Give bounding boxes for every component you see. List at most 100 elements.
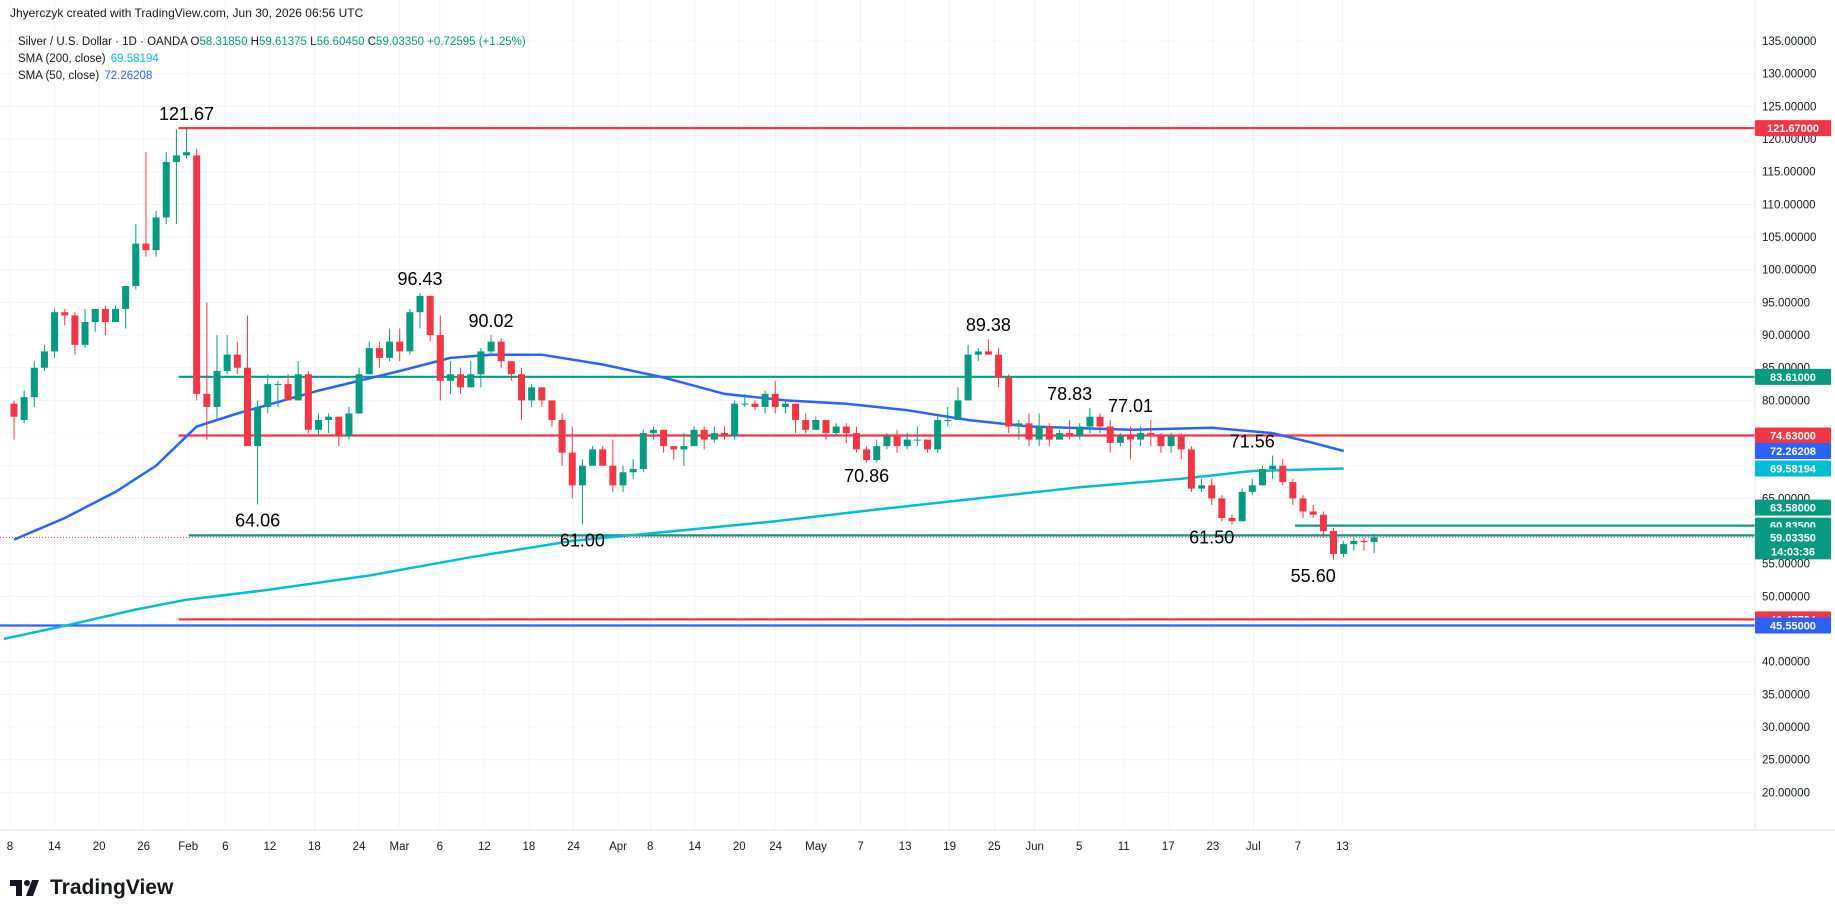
- y-tick-label: 35.00000: [1762, 689, 1810, 701]
- candle: [497, 338, 505, 368]
- price-tag-label: 63.58000: [1770, 503, 1816, 515]
- y-tick-label: 105.00000: [1762, 232, 1816, 244]
- candle: [1187, 446, 1195, 492]
- candle-body: [538, 387, 546, 401]
- x-tick-label: 13: [1336, 841, 1349, 853]
- candle-body: [1167, 436, 1175, 447]
- candle-body: [1330, 531, 1337, 554]
- candle: [122, 286, 130, 329]
- price-tag-label: 74.63000: [1770, 430, 1816, 442]
- candle: [325, 413, 333, 434]
- x-tick-label: 8: [7, 841, 13, 853]
- candle: [964, 344, 972, 401]
- candle: [558, 413, 566, 466]
- price-annotation: 77.01: [1108, 396, 1153, 416]
- candle-body: [1198, 485, 1206, 489]
- candle-body: [1106, 426, 1114, 443]
- candle-body: [578, 465, 586, 486]
- ohlc-change: +0.72595 (+1.25%): [427, 36, 526, 48]
- candle-body: [1157, 436, 1165, 447]
- candle-body: [1238, 491, 1246, 522]
- candle-body: [822, 420, 830, 434]
- candle-body: [1370, 537, 1378, 543]
- candle-body: [721, 433, 728, 437]
- price-annotations: 121.67 64.06 96.43 90.02 61.00 70.86 89.38 78.8…: [159, 104, 1336, 586]
- candle: [132, 224, 140, 290]
- candle: [852, 426, 860, 453]
- price-tag: 45.55000: [1755, 617, 1831, 634]
- price-annotation: 70.86: [844, 466, 889, 486]
- candle: [233, 341, 241, 375]
- candle: [91, 308, 99, 332]
- candle: [1127, 426, 1134, 460]
- candle: [172, 129, 180, 224]
- sma50-legend[interactable]: SMA (50, close) 72.26208: [18, 68, 526, 85]
- candle: [243, 315, 251, 447]
- candle-body: [1116, 436, 1124, 443]
- price-tag: 72.26208: [1755, 442, 1831, 459]
- price-annotation: 61.00: [560, 531, 605, 551]
- x-tick-label: 12: [478, 841, 491, 853]
- candle: [924, 439, 931, 453]
- candle-body: [680, 446, 688, 450]
- x-tick-label: May: [805, 841, 827, 853]
- sma200-label: SMA (200, close): [18, 53, 106, 65]
- candle: [30, 361, 38, 407]
- price-tag: 83.61000: [1755, 368, 1831, 385]
- candle-body: [51, 312, 59, 352]
- candle: [193, 148, 201, 401]
- candle-body: [1218, 498, 1226, 518]
- candle: [690, 426, 698, 447]
- candle: [589, 446, 597, 466]
- y-tick-label: 30.00000: [1762, 722, 1810, 734]
- candle-body: [802, 420, 810, 430]
- chart-legend: Silver / U.S. Dollar · 1D · OANDA O58.31…: [18, 34, 526, 85]
- candle: [863, 446, 871, 463]
- candle: [1330, 527, 1337, 560]
- price-tag-label: 59.03350: [1770, 532, 1816, 544]
- candle: [944, 406, 952, 427]
- candle-body: [1096, 416, 1104, 427]
- candle-body: [386, 341, 394, 358]
- y-tick-label: 120.00000: [1762, 134, 1816, 146]
- candle: [619, 465, 627, 492]
- price-axis[interactable]: 135.00000 130.00000 125.00000 120.00000 115.…: [1762, 36, 1816, 799]
- candle: [112, 305, 119, 322]
- candle-body: [1228, 518, 1236, 522]
- candle: [599, 446, 607, 466]
- price-annotation: 90.02: [469, 311, 514, 331]
- candle-body: [1076, 426, 1084, 437]
- price-tag: 74.63000: [1755, 427, 1831, 444]
- candle-body: [40, 351, 48, 368]
- candle-body: [792, 403, 800, 420]
- x-tick-label: 11: [1118, 841, 1130, 853]
- symbol-name[interactable]: Silver / U.S. Dollar · 1D · OANDA: [18, 36, 188, 48]
- candle-body: [1299, 498, 1307, 512]
- candle: [213, 335, 221, 420]
- x-tick-label: 18: [308, 841, 321, 853]
- time-axis[interactable]: 8 14 20 26 Feb 6 12 18 24 Mar 6 12 18 24 Apr 8 14 20 24 May…: [7, 841, 1349, 853]
- candle-body: [1258, 469, 1266, 486]
- sma200-legend[interactable]: SMA (200, close) 69.58194: [18, 51, 526, 68]
- x-tick-label: 7: [857, 841, 863, 853]
- candle: [1289, 478, 1297, 505]
- candle-body: [243, 367, 251, 447]
- candle-body: [1005, 377, 1013, 427]
- candle: [1147, 419, 1155, 447]
- candle: [1116, 433, 1124, 447]
- candle: [203, 302, 211, 440]
- candle-body: [294, 374, 302, 401]
- price-tag-bg: [1755, 442, 1831, 459]
- chart-grid: [0, 0, 1755, 830]
- candle-body: [1269, 465, 1277, 469]
- price-tag: 121.67000: [1755, 120, 1831, 137]
- candle-body: [10, 403, 18, 417]
- candle: [1370, 533, 1378, 554]
- candle: [142, 152, 150, 257]
- candle-body: [112, 308, 119, 322]
- candle-body: [30, 367, 38, 398]
- tradingview-logo[interactable]: TradingView: [10, 876, 173, 900]
- candle: [995, 348, 1003, 388]
- sma50-value: 72.26208: [104, 70, 153, 82]
